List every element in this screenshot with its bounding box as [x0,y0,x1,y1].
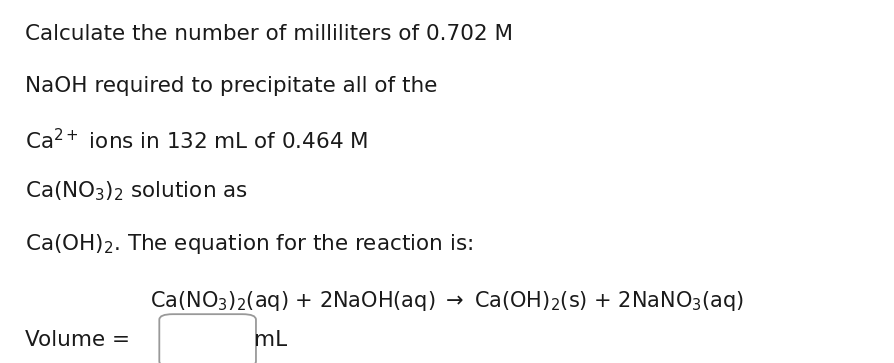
Text: Calculate the number of milliliters of 0.702 M: Calculate the number of milliliters of 0… [25,24,512,44]
Text: Volume =: Volume = [25,330,137,351]
Text: Ca(NO$_3$)$_2$ solution as: Ca(NO$_3$)$_2$ solution as [25,180,248,203]
Text: mL: mL [254,330,287,351]
Text: Ca(NO$_3$)$_2$(aq) + 2NaOH(aq) $\rightarrow$ Ca(OH)$_2$(s) + 2NaNO$_3$(aq): Ca(NO$_3$)$_2$(aq) + 2NaOH(aq) $\rightar… [150,289,744,313]
Text: NaOH required to precipitate all of the: NaOH required to precipitate all of the [25,76,437,96]
Text: Ca$^{2+}$ ions in 132 mL of 0.464 M: Ca$^{2+}$ ions in 132 mL of 0.464 M [25,128,367,153]
FancyBboxPatch shape [159,314,256,363]
Text: Ca(OH)$_2$. The equation for the reaction is:: Ca(OH)$_2$. The equation for the reactio… [25,232,473,256]
